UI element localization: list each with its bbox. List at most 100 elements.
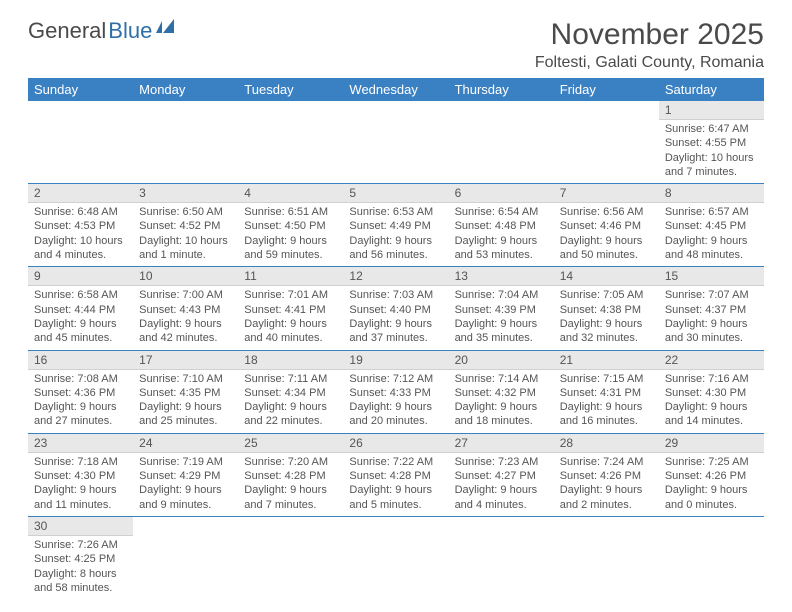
sunrise-text: Sunrise: 6:51 AM: [244, 205, 337, 219]
sunset-text: Sunset: 4:26 PM: [560, 469, 653, 483]
day-number: 12: [343, 267, 448, 286]
day-details: Sunrise: 6:50 AMSunset: 4:52 PMDaylight:…: [133, 203, 238, 266]
day-number: 26: [343, 434, 448, 453]
day-details: Sunrise: 7:12 AMSunset: 4:33 PMDaylight:…: [343, 370, 448, 433]
daylight-text-2: and 50 minutes.: [560, 248, 653, 262]
day-details: Sunrise: 7:07 AMSunset: 4:37 PMDaylight:…: [659, 286, 764, 349]
day-number: 15: [659, 267, 764, 286]
daylight-text-2: and 16 minutes.: [560, 414, 653, 428]
daylight-text-1: Daylight: 9 hours: [34, 400, 127, 414]
daylight-text-1: Daylight: 9 hours: [139, 400, 232, 414]
day-number: 4: [238, 184, 343, 203]
daylight-text-2: and 59 minutes.: [244, 248, 337, 262]
day-details: Sunrise: 6:53 AMSunset: 4:49 PMDaylight:…: [343, 203, 448, 266]
calendar-cell: [554, 516, 659, 599]
day-number: 20: [449, 351, 554, 370]
sunset-text: Sunset: 4:46 PM: [560, 219, 653, 233]
day-number: 24: [133, 434, 238, 453]
calendar-cell: 23Sunrise: 7:18 AMSunset: 4:30 PMDayligh…: [28, 433, 133, 516]
daylight-text-1: Daylight: 9 hours: [455, 400, 548, 414]
sunset-text: Sunset: 4:44 PM: [34, 303, 127, 317]
logo-text-2: Blue: [108, 18, 152, 44]
month-title: November 2025: [535, 18, 764, 52]
daylight-text-1: Daylight: 9 hours: [349, 234, 442, 248]
day-number: 16: [28, 351, 133, 370]
sunset-text: Sunset: 4:34 PM: [244, 386, 337, 400]
daylight-text-1: Daylight: 9 hours: [244, 317, 337, 331]
calendar-week-row: 23Sunrise: 7:18 AMSunset: 4:30 PMDayligh…: [28, 433, 764, 516]
calendar-cell: [449, 516, 554, 599]
daylight-text-1: Daylight: 9 hours: [665, 317, 758, 331]
sunset-text: Sunset: 4:52 PM: [139, 219, 232, 233]
sunset-text: Sunset: 4:36 PM: [34, 386, 127, 400]
calendar-cell: 15Sunrise: 7:07 AMSunset: 4:37 PMDayligh…: [659, 267, 764, 350]
calendar-cell: 7Sunrise: 6:56 AMSunset: 4:46 PMDaylight…: [554, 184, 659, 267]
daylight-text-2: and 22 minutes.: [244, 414, 337, 428]
sunrise-text: Sunrise: 7:19 AM: [139, 455, 232, 469]
day-number: 3: [133, 184, 238, 203]
daylight-text-1: Daylight: 10 hours: [665, 151, 758, 165]
calendar-cell: 12Sunrise: 7:03 AMSunset: 4:40 PMDayligh…: [343, 267, 448, 350]
day-details: Sunrise: 7:00 AMSunset: 4:43 PMDaylight:…: [133, 286, 238, 349]
calendar-cell: [554, 101, 659, 184]
page-header: GeneralBlue November 2025 Foltesti, Gala…: [28, 18, 764, 72]
daylight-text-1: Daylight: 9 hours: [349, 483, 442, 497]
day-number: 27: [449, 434, 554, 453]
calendar-cell: 14Sunrise: 7:05 AMSunset: 4:38 PMDayligh…: [554, 267, 659, 350]
day-number: 23: [28, 434, 133, 453]
sunrise-text: Sunrise: 7:04 AM: [455, 288, 548, 302]
day-details: Sunrise: 7:19 AMSunset: 4:29 PMDaylight:…: [133, 453, 238, 516]
day-details: Sunrise: 6:54 AMSunset: 4:48 PMDaylight:…: [449, 203, 554, 266]
daylight-text-1: Daylight: 9 hours: [560, 483, 653, 497]
calendar-week-row: 9Sunrise: 6:58 AMSunset: 4:44 PMDaylight…: [28, 267, 764, 350]
day-details: Sunrise: 7:04 AMSunset: 4:39 PMDaylight:…: [449, 286, 554, 349]
daylight-text-1: Daylight: 9 hours: [455, 483, 548, 497]
sunrise-text: Sunrise: 7:22 AM: [349, 455, 442, 469]
daylight-text-2: and 58 minutes.: [34, 581, 127, 595]
daylight-text-2: and 11 minutes.: [34, 498, 127, 512]
daylight-text-1: Daylight: 9 hours: [665, 234, 758, 248]
sunrise-text: Sunrise: 7:03 AM: [349, 288, 442, 302]
sunrise-text: Sunrise: 7:16 AM: [665, 372, 758, 386]
calendar-cell: 19Sunrise: 7:12 AMSunset: 4:33 PMDayligh…: [343, 350, 448, 433]
sunset-text: Sunset: 4:37 PM: [665, 303, 758, 317]
sunrise-text: Sunrise: 7:12 AM: [349, 372, 442, 386]
day-details: Sunrise: 6:47 AMSunset: 4:55 PMDaylight:…: [659, 120, 764, 183]
daylight-text-2: and 30 minutes.: [665, 331, 758, 345]
weekday-header-row: Sunday Monday Tuesday Wednesday Thursday…: [28, 78, 764, 101]
daylight-text-2: and 4 minutes.: [455, 498, 548, 512]
sunrise-text: Sunrise: 7:11 AM: [244, 372, 337, 386]
sunrise-text: Sunrise: 6:56 AM: [560, 205, 653, 219]
daylight-text-2: and 56 minutes.: [349, 248, 442, 262]
sunset-text: Sunset: 4:45 PM: [665, 219, 758, 233]
day-number: 13: [449, 267, 554, 286]
sunset-text: Sunset: 4:38 PM: [560, 303, 653, 317]
daylight-text-2: and 7 minutes.: [244, 498, 337, 512]
daylight-text-2: and 53 minutes.: [455, 248, 548, 262]
day-details: Sunrise: 7:20 AMSunset: 4:28 PMDaylight:…: [238, 453, 343, 516]
daylight-text-1: Daylight: 9 hours: [560, 234, 653, 248]
day-number: 21: [554, 351, 659, 370]
daylight-text-1: Daylight: 9 hours: [349, 400, 442, 414]
sunset-text: Sunset: 4:29 PM: [139, 469, 232, 483]
daylight-text-2: and 4 minutes.: [34, 248, 127, 262]
calendar-cell: 4Sunrise: 6:51 AMSunset: 4:50 PMDaylight…: [238, 184, 343, 267]
daylight-text-1: Daylight: 9 hours: [665, 483, 758, 497]
day-number: 1: [659, 101, 764, 120]
daylight-text-1: Daylight: 9 hours: [139, 317, 232, 331]
day-details: Sunrise: 6:51 AMSunset: 4:50 PMDaylight:…: [238, 203, 343, 266]
sunset-text: Sunset: 4:28 PM: [244, 469, 337, 483]
daylight-text-2: and 27 minutes.: [34, 414, 127, 428]
calendar-cell: 26Sunrise: 7:22 AMSunset: 4:28 PMDayligh…: [343, 433, 448, 516]
daylight-text-1: Daylight: 9 hours: [34, 317, 127, 331]
day-details: Sunrise: 7:22 AMSunset: 4:28 PMDaylight:…: [343, 453, 448, 516]
calendar-cell: [238, 516, 343, 599]
calendar-cell: [28, 101, 133, 184]
sunset-text: Sunset: 4:35 PM: [139, 386, 232, 400]
sunset-text: Sunset: 4:27 PM: [455, 469, 548, 483]
weekday-header: Saturday: [659, 78, 764, 101]
daylight-text-2: and 0 minutes.: [665, 498, 758, 512]
sunset-text: Sunset: 4:48 PM: [455, 219, 548, 233]
sunrise-text: Sunrise: 7:20 AM: [244, 455, 337, 469]
daylight-text-2: and 2 minutes.: [560, 498, 653, 512]
